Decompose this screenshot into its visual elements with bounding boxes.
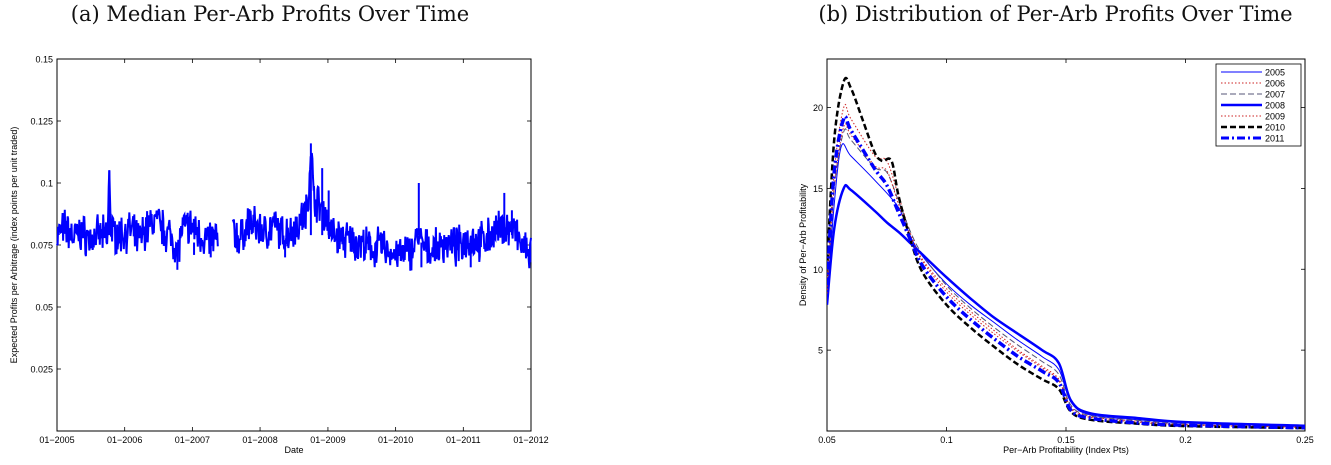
x-tick-label: 01−2012	[513, 435, 548, 445]
x-tick-label: 01−2011	[446, 435, 481, 445]
chart-a-y-ticks: 0.025 0.05 0.075 0.1 0.125 0.15	[30, 55, 531, 375]
x-tick-label: 0.25	[1296, 435, 1314, 445]
y-tick-label: 0.125	[30, 117, 53, 127]
density-line-2008	[827, 183, 1305, 428]
density-line-2007	[827, 128, 1305, 427]
chart-a-x-ticks: 01−2005 01−2006 01−2007 01−2008 01−2009 01−20…	[39, 59, 549, 445]
y-tick-label: 15	[813, 184, 823, 194]
chart-b-series	[827, 76, 1305, 430]
chart-b-y-axis-label: Density of Per−Arb Profitability	[798, 183, 808, 306]
density-line-2009	[827, 122, 1305, 428]
y-tick-label: 0.15	[35, 55, 53, 65]
density-line-2011	[827, 114, 1305, 430]
y-tick-label: 0.025	[30, 365, 53, 375]
x-tick-label: 01−2006	[107, 435, 142, 445]
x-tick-label: 01−2010	[378, 435, 413, 445]
x-tick-label: 01−2009	[310, 435, 345, 445]
x-tick-label: 0.15	[1057, 435, 1075, 445]
x-tick-label: 01−2007	[175, 435, 210, 445]
y-tick-label: 0.05	[35, 303, 53, 313]
y-tick-label: 0.075	[30, 241, 53, 251]
y-tick-label: 10	[813, 265, 823, 275]
chart-a-x-axis-label: Date	[284, 445, 303, 455]
legend-label-2010: 2010	[1265, 123, 1285, 133]
chart-a-series	[56, 143, 532, 271]
density-line-2005	[827, 143, 1305, 427]
chart-b-x-axis-label: Per−Arb Profitability (Index Pts)	[1003, 445, 1129, 455]
x-tick-label: 0.05	[818, 435, 836, 445]
median-profit-line	[56, 170, 219, 263]
panel-b-title: (b) Distribution of Per-Arb Profits Over…	[818, 2, 1293, 26]
chart-b-profit-distribution: 5 10 15 20 0.05 0.1 0.15 0.2 0.25 Per−Arb Profita…	[798, 58, 1314, 455]
x-tick-label: 0.2	[1179, 435, 1192, 445]
chart-b-y-ticks: 5 10 15 20	[813, 103, 1305, 356]
median-profit-line	[231, 152, 532, 271]
x-tick-label: 01−2008	[242, 435, 277, 445]
chart-b-x-ticks: 0.05 0.1 0.15 0.2 0.25	[818, 59, 1314, 445]
legend-label-2005: 2005	[1265, 68, 1285, 78]
y-tick-label: 0.1	[40, 179, 53, 189]
x-tick-label: 01−2005	[39, 435, 74, 445]
legend-label-2011: 2011	[1265, 134, 1284, 144]
chart-a-median-profits: 0.025 0.05 0.075 0.1 0.125 0.15 01−2005 01−2006…	[9, 55, 549, 456]
x-tick-label: 0.1	[940, 435, 953, 445]
density-line-2006	[827, 103, 1305, 428]
y-tick-label: 5	[818, 346, 823, 356]
chart-a-y-axis-label: Expected Profits per Arbitrage (index po…	[9, 127, 19, 364]
y-tick-label: 20	[813, 103, 823, 113]
legend-label-2008: 2008	[1265, 101, 1285, 111]
legend-label-2009: 2009	[1265, 112, 1285, 122]
legend-label-2006: 2006	[1265, 79, 1285, 89]
panel-a-title: (a) Median Per-Arb Profits Over Time	[70, 2, 470, 26]
legend-label-2007: 2007	[1265, 90, 1285, 100]
